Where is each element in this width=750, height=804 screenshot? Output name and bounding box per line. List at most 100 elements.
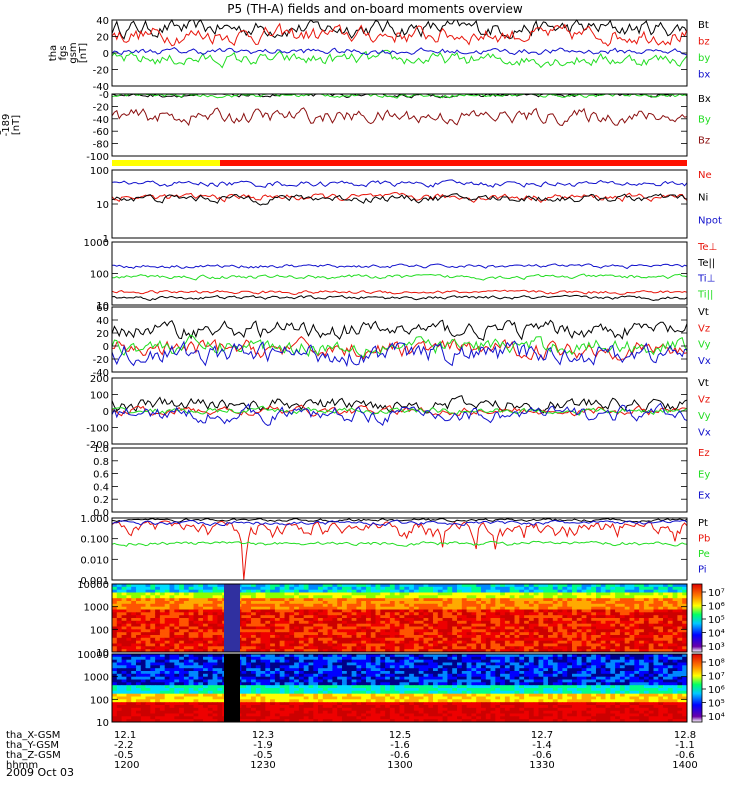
- spectrogram-cell: [318, 587, 323, 590]
- spectrogram-cell: [539, 595, 544, 598]
- spectrogram-cell: [285, 665, 290, 668]
- spectrogram-cell: [586, 646, 591, 649]
- spectrogram-cell: [275, 674, 280, 677]
- spectrogram-cell: [165, 595, 170, 598]
- spectrogram-cell: [510, 629, 515, 632]
- panel-peem_velocity: VtVzVyVx2001000-100-200thapeemvelocitygs…: [0, 374, 711, 451]
- spectrogram-cell: [467, 691, 472, 694]
- spectrogram-cell: [606, 629, 611, 632]
- colorbar-tick: 10⁶: [708, 602, 725, 613]
- spectrogram-cell: [630, 657, 635, 660]
- spectrogram-cell: [495, 595, 500, 598]
- spectrogram-cell: [572, 612, 577, 615]
- spectrogram-cell: [677, 682, 682, 685]
- spectrogram-cell: [261, 657, 266, 660]
- spectrogram-cell: [615, 646, 620, 649]
- spectrogram-cell: [486, 665, 491, 668]
- spectrogram-cell: [534, 638, 539, 641]
- spectrogram-cell: [141, 674, 146, 677]
- y-tick-label: -100: [86, 424, 109, 435]
- spectrogram-cell: [395, 682, 400, 685]
- spectrogram-cell: [165, 657, 170, 660]
- legend-npot: Npot: [698, 215, 722, 226]
- spectrogram-cell: [141, 604, 146, 607]
- y-tick-label: 0.010: [80, 555, 109, 566]
- spectrogram-cell: [620, 665, 625, 668]
- spectrogram-cell: [414, 629, 419, 632]
- spectrogram-cell: [447, 646, 452, 649]
- spectrogram-cell: [610, 612, 615, 615]
- spectrogram-cell: [198, 629, 203, 632]
- spectrogram-cell: [515, 691, 520, 694]
- spectrogram-cell: [510, 587, 515, 590]
- spectrogram-cell: [500, 621, 505, 624]
- legend-bz: Bz: [698, 135, 710, 146]
- spectrogram-cell: [174, 657, 179, 660]
- spectrogram-cell: [198, 657, 203, 660]
- spectrogram-cell: [443, 657, 448, 660]
- spectrogram-cell: [591, 604, 596, 607]
- panel-fge_gsm: BxByBz-0-20-40-60-80-100thafgegsm-189[nT…: [0, 90, 711, 163]
- spectrogram-cell: [347, 595, 352, 598]
- spectrogram-cell: [543, 587, 548, 590]
- spectrogram-cell: [289, 604, 294, 607]
- legend-pb: Pb: [698, 534, 710, 545]
- spectrogram-cell: [170, 621, 175, 624]
- spectrogram-cell: [395, 691, 400, 694]
- spectrogram-cell: [385, 621, 390, 624]
- spectrogram-cell: [471, 674, 476, 677]
- spectrogram-cell: [280, 595, 285, 598]
- spectrogram-cell: [376, 587, 381, 590]
- spectrogram-cell: [337, 682, 342, 685]
- spectrogram-cell: [577, 595, 582, 598]
- spectrogram-cell: [486, 691, 491, 694]
- spectrogram-cell: [198, 691, 203, 694]
- legend-te-: Te||: [697, 258, 715, 269]
- spectrogram-cell: [462, 629, 467, 632]
- spectrogram-cell: [304, 657, 309, 660]
- spectrogram-cell: [476, 691, 481, 694]
- spectrogram-cell: [213, 621, 218, 624]
- spectrogram-cell: [347, 674, 352, 677]
- spectrogram-cell: [414, 691, 419, 694]
- spectrogram-cell: [380, 691, 385, 694]
- y-axis-label-line: [nT]: [11, 115, 22, 135]
- spectrogram-cell: [457, 646, 462, 649]
- spectrogram-cell: [289, 621, 294, 624]
- spectrogram-cell: [261, 595, 266, 598]
- spectrogram-cell: [270, 682, 275, 685]
- spectrogram-cell: [150, 682, 155, 685]
- spectrogram-cell: [471, 604, 476, 607]
- spectrogram-cell: [447, 612, 452, 615]
- spectrogram-cell: [366, 587, 371, 590]
- series-line-vt: [112, 320, 687, 340]
- spectrogram-cell: [179, 604, 184, 607]
- spectrogram-cell: [160, 612, 165, 615]
- spectrogram-cell: [117, 646, 122, 649]
- spectrogram-cell: [289, 665, 294, 668]
- spectrogram-cell: [606, 587, 611, 590]
- legend-by: by: [698, 53, 710, 64]
- spectrogram-cell: [510, 682, 515, 685]
- spectrogram-cell: [361, 674, 366, 677]
- spectrogram-cell: [630, 587, 635, 590]
- spectrogram-cell: [294, 638, 299, 641]
- spectrogram-cell: [141, 629, 146, 632]
- spectrogram-cell: [673, 646, 678, 649]
- spectrogram-cell: [586, 682, 591, 685]
- spectrogram-cell: [174, 629, 179, 632]
- spectrogram-cell: [208, 682, 213, 685]
- spectrogram-cell: [189, 691, 194, 694]
- spectrogram-cell: [155, 595, 160, 598]
- spectrogram-cell: [519, 604, 524, 607]
- spectrogram-cell: [203, 612, 208, 615]
- spectrogram-cell: [366, 638, 371, 641]
- spectrogram-cell: [395, 595, 400, 598]
- panel-temperature: Te⊥Te||Ti⊥Ti||100010010magt3[eV]: [0, 238, 717, 312]
- spectrogram-cell: [198, 638, 203, 641]
- spectrogram-cell: [251, 682, 256, 685]
- spectrogram-cell: [620, 621, 625, 624]
- spectrogram-cell: [150, 621, 155, 624]
- spectrogram-cell: [328, 674, 333, 677]
- spectrogram-cell: [601, 612, 606, 615]
